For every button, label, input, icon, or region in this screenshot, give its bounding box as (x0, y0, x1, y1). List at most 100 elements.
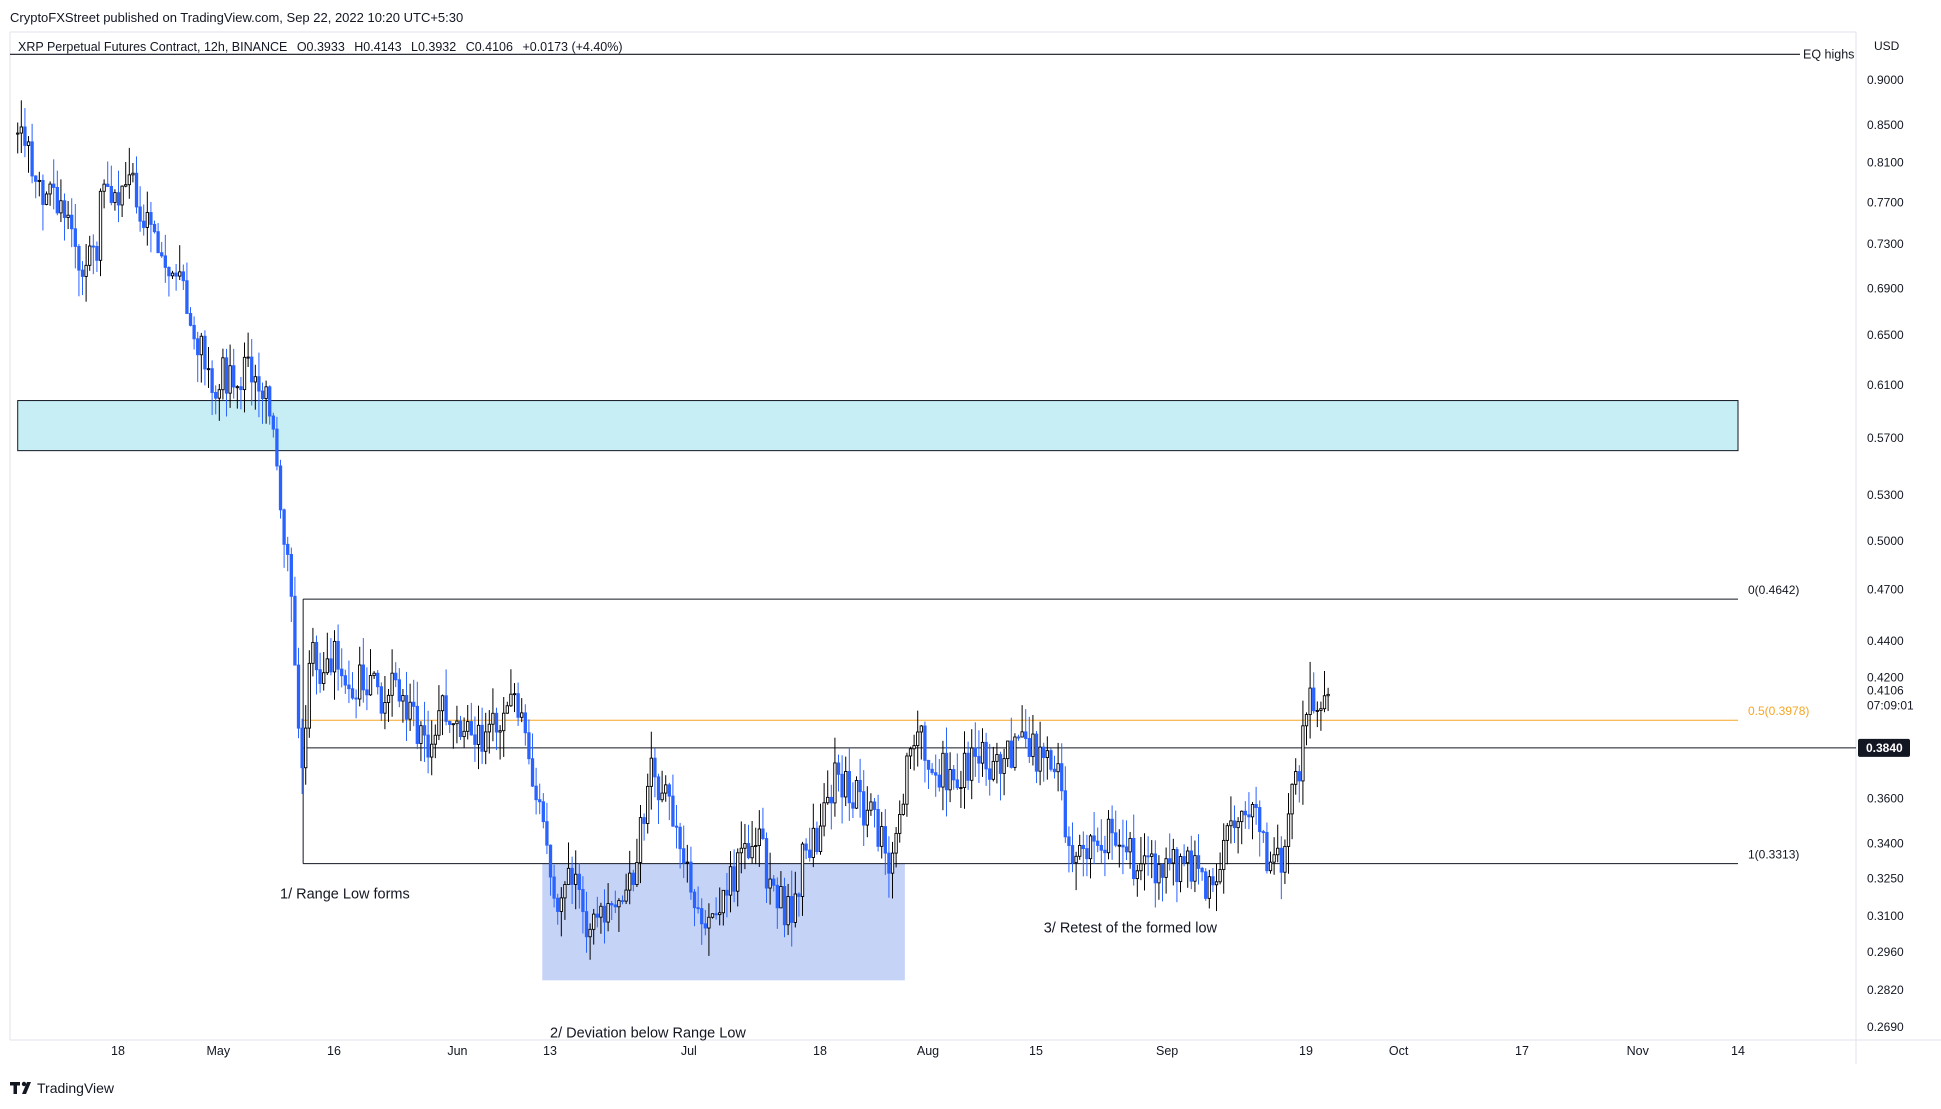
candle-body (142, 220, 146, 228)
candle-body (1106, 818, 1111, 854)
candle-body (646, 785, 650, 824)
candle-body (682, 848, 686, 864)
candle-body (1092, 835, 1096, 842)
candle-body (664, 784, 668, 794)
candle-body (1099, 844, 1103, 851)
candle-body (844, 771, 848, 798)
candle-body (397, 679, 401, 702)
candle-body (59, 200, 63, 214)
time-axis[interactable]: 18 May 16 Jun 13 Jul 18 Aug 15 Sep 19 Oct 17 Nov 14 (111, 1044, 1745, 1058)
candle-body (1315, 709, 1319, 712)
annotation-1: 1/ Range Low forms (280, 886, 410, 902)
candle-body (797, 893, 801, 897)
candle-body (242, 356, 247, 391)
candle-body (1027, 738, 1031, 757)
candle-body (1164, 858, 1168, 878)
last-price-label: 0.4106 (1867, 683, 1904, 697)
candle-body (707, 916, 711, 929)
candle-body (667, 784, 671, 797)
supply-zone (17, 400, 1739, 452)
candle-body (1078, 844, 1082, 857)
candle-body (923, 725, 927, 761)
candle-body (314, 641, 319, 671)
price-tick-label: 0.6100 (1867, 378, 1904, 392)
candle-body (1218, 869, 1222, 883)
candle-body (44, 193, 49, 205)
candle-body (926, 759, 931, 770)
candle-body (372, 672, 376, 677)
candle-body (1031, 733, 1035, 757)
candle-body (1229, 820, 1233, 827)
candle-body (433, 734, 437, 745)
candle-body (41, 179, 45, 205)
candle-body (206, 368, 211, 371)
candle-body (1312, 687, 1316, 712)
candle-body (124, 184, 128, 187)
candle-body (390, 672, 394, 696)
candle-body (739, 847, 743, 854)
candle-body (728, 866, 733, 896)
candle-body (653, 757, 657, 778)
candle-body (1319, 708, 1323, 711)
candle-body (278, 465, 283, 511)
svg-text:XRP Perpetual Futures Contract: XRP Perpetual Futures Contract, 12h, BIN… (18, 40, 623, 54)
candle-body (718, 912, 722, 916)
price-tick-label: 0.4400 (1867, 634, 1904, 648)
candle-body (887, 852, 891, 874)
candle-body (91, 245, 95, 248)
price-tick-label: 0.7700 (1867, 195, 1904, 209)
candle-body (556, 897, 560, 912)
candle-body (185, 280, 189, 314)
candle-body (361, 664, 365, 691)
candle-body (440, 695, 445, 712)
candle-body (764, 838, 769, 889)
candle-body (1103, 849, 1107, 854)
candle-body (862, 791, 866, 826)
candle-body (1060, 763, 1064, 792)
candle-body (462, 730, 466, 738)
candle-body (275, 428, 279, 467)
candle-body (30, 141, 34, 177)
candle-body (152, 223, 157, 233)
candle-body (1193, 855, 1197, 882)
candle-body (1322, 695, 1327, 710)
tradingview-logo-icon (10, 1081, 31, 1094)
price-axis[interactable]: USD 0.9000 0.8500 0.8100 0.7700 0.7300 0.6900… (1858, 39, 1914, 1034)
candle-body (1243, 810, 1247, 816)
candle-body (487, 723, 491, 733)
candle-body (307, 662, 311, 729)
candle-body (62, 200, 67, 218)
candle-body (1276, 847, 1280, 856)
candle-body (368, 675, 373, 696)
candle-body (880, 826, 884, 847)
candle-body (1110, 818, 1114, 834)
candle-body (980, 741, 985, 764)
candle-body (350, 688, 355, 699)
candle-body (88, 245, 92, 266)
candle-body (725, 889, 729, 896)
candle-body (1096, 840, 1100, 846)
candle-body (908, 748, 913, 757)
candle-body (455, 720, 459, 725)
candle-body (660, 792, 664, 801)
time-tick-label: Jul (681, 1044, 697, 1058)
candle-body (448, 720, 452, 725)
candle-body (674, 825, 679, 828)
candle-body (552, 876, 556, 899)
candle-body (476, 724, 481, 745)
candle-body (1200, 867, 1204, 873)
candle-body (898, 813, 902, 834)
candle-body (955, 779, 959, 789)
candle-body (916, 731, 920, 747)
candle-body (714, 913, 718, 916)
candle-body (404, 694, 409, 720)
ohlc-high: H0.4143 (354, 40, 401, 54)
fib-0-label: 0(0.4642) (1748, 583, 1799, 597)
candle-body (811, 827, 815, 858)
candle-body (512, 693, 517, 696)
tradingview-logo[interactable]: TradingView (10, 1080, 115, 1096)
candle-body (415, 705, 419, 744)
candle-body (847, 771, 851, 804)
